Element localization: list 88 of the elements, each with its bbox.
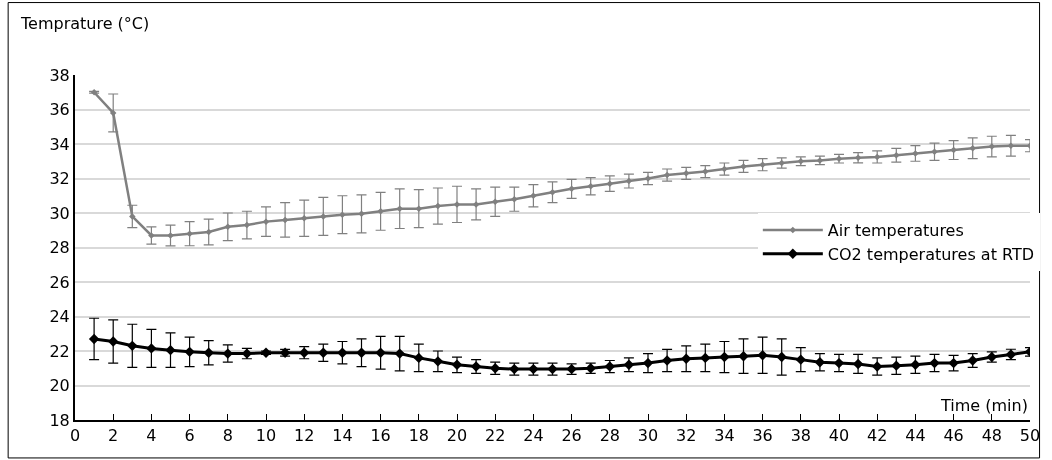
y-tick-label: 30 [49, 203, 70, 223]
point [415, 205, 423, 212]
legend-label: Air temperatures [827, 221, 964, 241]
x-tick-label: 8 [222, 426, 233, 446]
x-tick-label: 30 [637, 426, 659, 446]
point [719, 351, 730, 363]
y-tick-label: 36 [49, 100, 70, 120]
y-axis-title: Temprature (°C) [20, 14, 150, 33]
point [186, 230, 193, 237]
point [377, 208, 384, 215]
point [224, 223, 232, 231]
y-tick-label: 38 [49, 65, 70, 85]
point [337, 347, 348, 358]
y-tick-label: 26 [49, 272, 70, 292]
point [910, 359, 921, 370]
x-tick-label: 34 [714, 426, 735, 446]
point [738, 350, 749, 362]
x-tick-label: 36 [752, 426, 773, 446]
point [511, 195, 518, 203]
legend-label: CO2 temperatures at RTD [827, 244, 1035, 264]
point [129, 213, 136, 220]
x-tick-label: 12 [294, 426, 315, 446]
x-tick-label: 42 [867, 426, 888, 446]
point [969, 145, 976, 152]
point [872, 361, 883, 372]
point [243, 221, 251, 229]
point [661, 355, 673, 366]
x-tick-label: 18 [408, 426, 429, 446]
point [148, 232, 155, 239]
point [165, 344, 176, 356]
x-tick-label: 0 [69, 426, 81, 446]
point [568, 185, 575, 193]
y-tick-label: 18 [49, 410, 70, 430]
point [146, 343, 157, 354]
x-tick-label: 22 [485, 426, 506, 446]
x-tick-label: 26 [561, 426, 582, 446]
point [587, 183, 594, 190]
point [356, 347, 367, 358]
x-tick-label: 32 [676, 426, 697, 446]
x-tick-label: 44 [905, 426, 926, 446]
point [491, 198, 499, 206]
point [776, 351, 787, 363]
point [375, 347, 386, 358]
x-tick-label: 28 [599, 426, 620, 446]
point [222, 348, 233, 359]
x-tick-label: 50 [1019, 426, 1041, 446]
point [432, 356, 444, 367]
point [549, 189, 556, 196]
x-tick-label: 48 [981, 426, 1002, 446]
y-tick-label: 22 [49, 341, 70, 361]
x-tick-label: 4 [146, 426, 157, 446]
point [167, 232, 174, 239]
point [757, 350, 768, 361]
point [530, 192, 537, 199]
point [700, 352, 711, 364]
point [795, 354, 806, 365]
point [203, 347, 214, 358]
y-tick-label: 20 [49, 376, 70, 396]
point [127, 340, 138, 352]
x-axis-title: Time (min) [940, 396, 1028, 415]
point [394, 348, 405, 359]
y-tick-label: 28 [49, 238, 70, 258]
point [300, 214, 308, 222]
y-tick-label: 32 [49, 169, 70, 189]
point [929, 357, 940, 369]
x-tick-label: 6 [184, 426, 195, 446]
point [184, 346, 195, 358]
point [396, 205, 403, 212]
point [413, 352, 424, 364]
x-tick-label: 46 [943, 426, 964, 446]
x-tick-label: 14 [332, 426, 353, 446]
point [931, 148, 938, 156]
point [109, 109, 117, 117]
x-tick-label: 24 [523, 426, 544, 446]
x-tick-label: 40 [828, 426, 850, 446]
point [339, 211, 346, 218]
y-tick-label: 24 [49, 307, 70, 327]
x-tick-label: 38 [790, 426, 811, 446]
x-tick-label: 10 [255, 426, 277, 446]
y-tick-label: 34 [49, 134, 70, 154]
point [88, 333, 100, 345]
x-tick-label: 16 [370, 426, 391, 446]
point [988, 143, 996, 150]
point [320, 213, 327, 220]
x-tick-label: 2 [108, 426, 119, 446]
x-tick-label: 20 [446, 426, 468, 446]
point [108, 336, 119, 347]
point [318, 347, 329, 358]
